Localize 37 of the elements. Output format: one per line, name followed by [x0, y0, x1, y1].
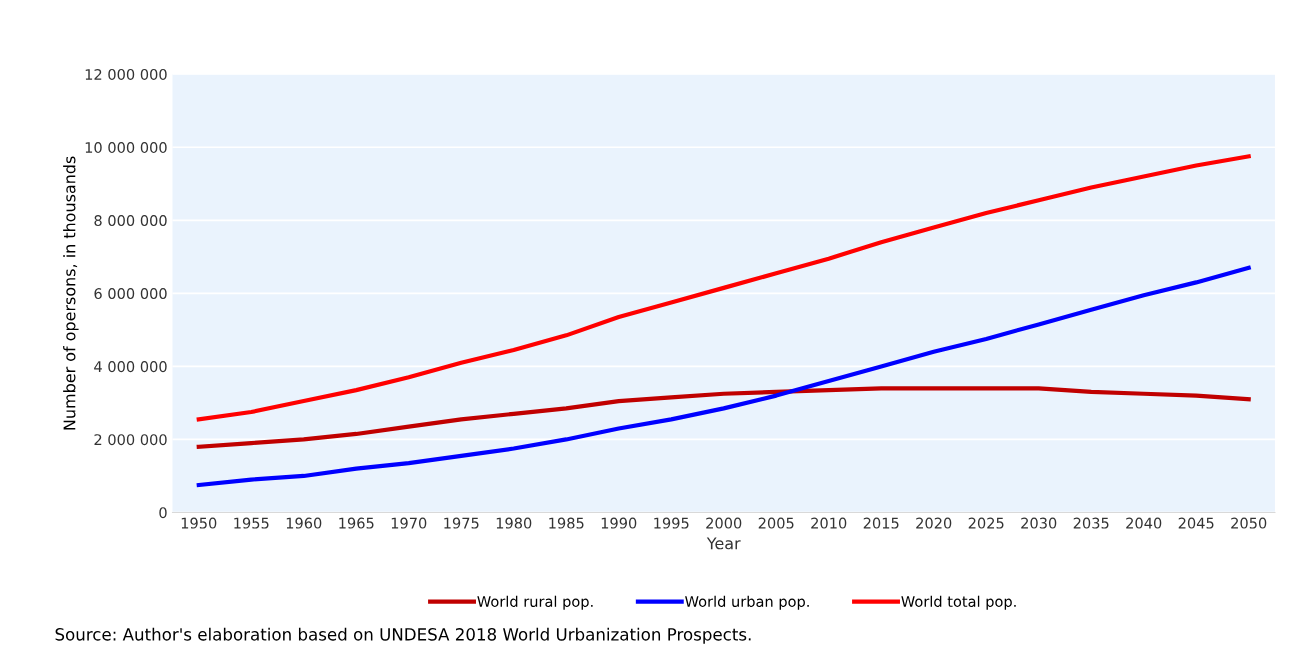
x-tick-label: 1995: [654, 517, 689, 529]
x-tick-label: 2040: [1126, 517, 1162, 529]
legend-label: World urban pop.: [685, 595, 809, 610]
x-tick-label: 2000: [706, 517, 742, 529]
x-tick-label: 2020: [916, 517, 952, 529]
x-axis-title: Year: [706, 537, 741, 550]
y-tick-label: 8 000 000: [94, 215, 167, 227]
x-tick-label: 1980: [496, 517, 532, 529]
x-tick-label: 1990: [601, 517, 637, 529]
y-tick-label: 6 000 000: [94, 288, 167, 300]
x-tick-label: 1955: [234, 517, 269, 529]
source-note: Source: Author's elaboration based on UNDESA 2018 World Urbanization Prospects.: [55, 627, 751, 644]
line-series: [196, 154, 1251, 422]
y-tick-label: 2 000 000: [94, 434, 167, 446]
y-tick-label: 12 000 000: [85, 68, 167, 80]
x-tick-label: 2030: [1021, 517, 1057, 529]
y-tick-label: 10 000 000: [85, 141, 167, 154]
x-tick-label: 1950: [181, 517, 217, 529]
x-tick-label: 2045: [1178, 517, 1214, 529]
x-tick-label: 1960: [286, 517, 322, 529]
x-tick-label: 2015: [863, 517, 899, 529]
x-tick-label: 1975: [444, 517, 479, 529]
x-tick-label: 2025: [968, 517, 1004, 529]
line-series: [196, 265, 1251, 488]
legend-label: World rural pop.: [477, 595, 593, 610]
x-tick-label: 2010: [811, 517, 847, 529]
x-tick-label: 2005: [758, 517, 794, 529]
y-axis-title: Number of opersons, in thousands: [63, 156, 79, 430]
y-tick-label: 0: [159, 507, 167, 519]
x-tick-label: 1970: [391, 517, 427, 529]
x-tick-label: 2050: [1231, 517, 1267, 529]
legend-label: World total pop.: [901, 595, 1016, 610]
x-tick-label: 1965: [339, 517, 374, 529]
y-tick-label: 4 000 000: [94, 361, 167, 373]
x-tick-label: 2035: [1073, 517, 1109, 529]
line-series: [196, 386, 1251, 449]
x-tick-label: 1985: [549, 517, 584, 529]
